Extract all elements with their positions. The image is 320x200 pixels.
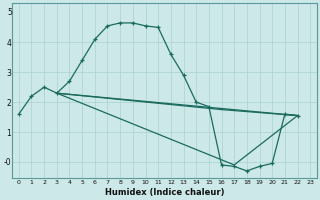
Text: 5: 5 [8, 8, 12, 17]
X-axis label: Humidex (Indice chaleur): Humidex (Indice chaleur) [105, 188, 224, 197]
